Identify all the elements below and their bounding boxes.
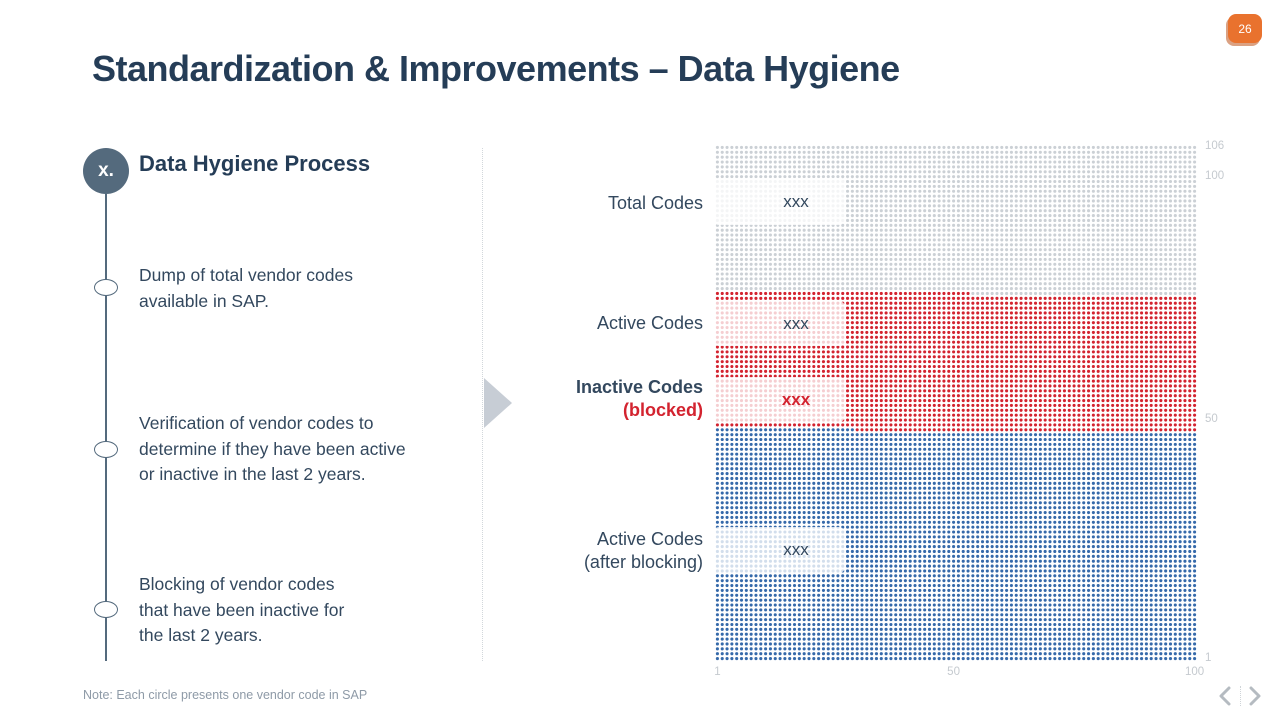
timeline-marker (94, 279, 118, 296)
process-step-3: Blocking of vendor codes that have been … (139, 574, 345, 645)
process-heading: Data Hygiene Process (139, 151, 371, 176)
y-axis-tick: 1 (1205, 651, 1212, 664)
x-axis-tick: 100 (1184, 666, 1205, 678)
timeline-marker (94, 441, 118, 458)
pager-separator (1240, 686, 1241, 706)
chart-label-line: Inactive Codes (575, 377, 703, 397)
chart-label-line: Active Codes (596, 529, 703, 549)
process-step-2: Verification of vendor codes to determin… (139, 413, 406, 484)
chart-label-line: Active Codes (596, 313, 703, 333)
timeline-marker (94, 601, 118, 618)
chart-label-line: (after blocking) (583, 552, 703, 572)
slide-pager (1216, 684, 1266, 708)
value-overlay-total: xxx (713, 178, 845, 225)
value-overlay-active: xxx (713, 301, 845, 346)
chart-label-total-codes: Total Codes (483, 192, 703, 215)
timeline-line (105, 194, 107, 661)
chart-label-active-after-blocking: Active Codes (after blocking) (483, 528, 703, 574)
waffle-chart: xxx xxx xxx xxx 106 100 50 1 1 50 100 (713, 140, 1224, 678)
chart-label-line: (blocked) (622, 400, 703, 420)
next-slide-button[interactable] (1248, 686, 1262, 706)
panel-divider (482, 148, 483, 661)
footnote: Note: Each circle presents one vendor co… (83, 688, 368, 702)
chart-label-active-codes: Active Codes (483, 312, 703, 335)
page-title: Standardization & Improvements – Data Hy… (92, 48, 900, 89)
value-overlay-active-after: xxx (713, 527, 845, 573)
y-axis-tick: 100 (1205, 169, 1225, 182)
chart-label-line: Total Codes (607, 193, 703, 213)
process-index-circle: x. (83, 148, 129, 194)
y-axis-tick: 106 (1205, 140, 1225, 153)
previous-slide-button[interactable] (1218, 686, 1232, 706)
flow-arrow-icon (484, 378, 512, 428)
chart-label-inactive-codes: Inactive Codes (blocked) (483, 376, 703, 422)
value-overlay-inactive: xxx (713, 377, 845, 422)
process-step-1: Dump of total vendor codes available in … (139, 265, 354, 311)
page-number-badge: 26 (1228, 14, 1262, 43)
x-axis-tick: 50 (947, 666, 960, 678)
y-axis-tick: 50 (1205, 413, 1218, 426)
x-axis-tick: 1 (714, 666, 721, 678)
